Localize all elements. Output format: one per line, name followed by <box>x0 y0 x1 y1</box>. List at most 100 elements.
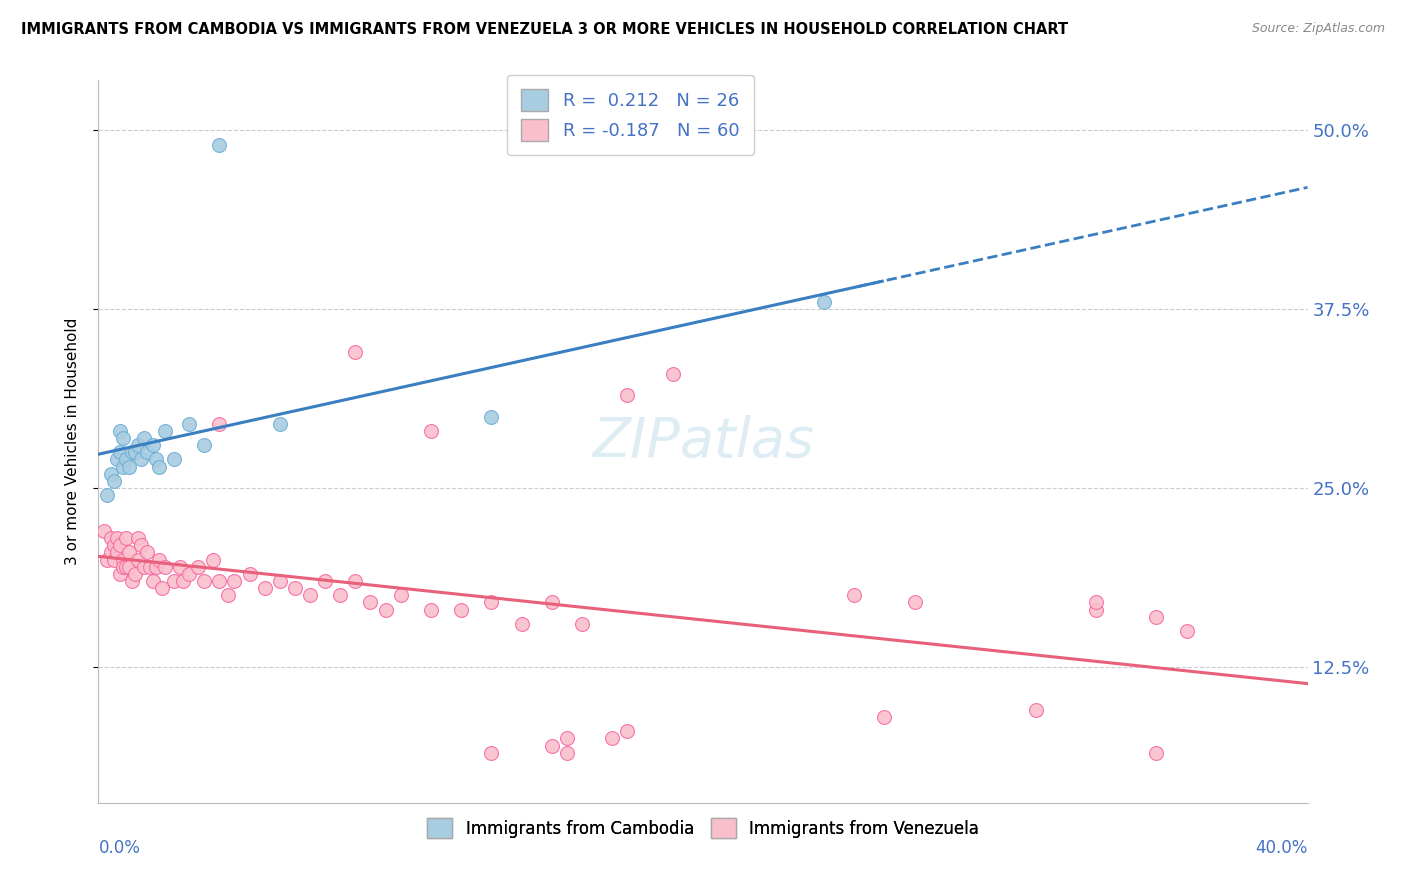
Point <box>103 538 125 552</box>
Point <box>145 559 167 574</box>
Point <box>571 617 593 632</box>
Point <box>540 595 562 609</box>
Point <box>179 566 201 581</box>
Point <box>121 445 143 459</box>
Point <box>153 424 176 438</box>
Point <box>139 559 162 574</box>
Point <box>142 574 165 588</box>
Point <box>616 724 638 739</box>
Point <box>132 559 155 574</box>
Point <box>844 588 866 602</box>
Point <box>344 345 367 359</box>
Point <box>111 552 134 566</box>
Point <box>108 538 131 552</box>
Point <box>129 452 152 467</box>
Point <box>127 438 149 452</box>
Point <box>124 566 146 581</box>
Point <box>169 559 191 574</box>
Point <box>96 488 118 502</box>
Point <box>555 731 578 746</box>
Text: 0.0%: 0.0% <box>98 838 141 857</box>
Point <box>127 531 149 545</box>
Point <box>163 574 186 588</box>
Point <box>111 559 134 574</box>
Point <box>1024 703 1046 717</box>
Point <box>121 574 143 588</box>
Point <box>208 137 231 152</box>
Point <box>114 531 136 545</box>
Text: Source: ZipAtlas.com: Source: ZipAtlas.com <box>1251 22 1385 36</box>
Point <box>172 574 194 588</box>
Point <box>118 559 141 574</box>
Point <box>103 552 125 566</box>
Point <box>420 602 443 616</box>
Y-axis label: 3 or more Vehicles in Household: 3 or more Vehicles in Household <box>65 318 80 566</box>
Point <box>314 574 336 588</box>
Point <box>269 417 291 431</box>
Point <box>208 574 231 588</box>
Point <box>420 424 443 438</box>
Point <box>108 566 131 581</box>
Point <box>132 431 155 445</box>
Point <box>224 574 246 588</box>
Point <box>108 445 131 459</box>
Point <box>187 559 209 574</box>
Text: IMMIGRANTS FROM CAMBODIA VS IMMIGRANTS FROM VENEZUELA 3 OR MORE VEHICLES IN HOUS: IMMIGRANTS FROM CAMBODIA VS IMMIGRANTS F… <box>21 22 1069 37</box>
Point <box>602 731 624 746</box>
Point <box>135 445 157 459</box>
Point <box>481 746 503 760</box>
Point <box>111 431 134 445</box>
Point <box>100 531 122 545</box>
Point <box>135 545 157 559</box>
Point <box>193 574 215 588</box>
Point <box>1144 609 1167 624</box>
Point <box>208 417 231 431</box>
Point <box>253 581 276 595</box>
Point <box>450 602 472 616</box>
Legend: Immigrants from Cambodia, Immigrants from Venezuela: Immigrants from Cambodia, Immigrants fro… <box>420 812 986 845</box>
Point <box>118 459 141 474</box>
Point <box>118 545 141 559</box>
Point <box>127 552 149 566</box>
Point <box>540 739 562 753</box>
Point <box>239 566 262 581</box>
Point <box>1144 746 1167 760</box>
Point <box>179 417 201 431</box>
Point <box>329 588 352 602</box>
Point <box>124 445 146 459</box>
Point <box>217 588 239 602</box>
Point <box>150 581 173 595</box>
Point <box>105 452 128 467</box>
Point <box>616 388 638 402</box>
Point <box>284 581 307 595</box>
Point <box>93 524 115 538</box>
Point <box>111 459 134 474</box>
Point <box>108 424 131 438</box>
Point <box>193 438 215 452</box>
Point <box>105 545 128 559</box>
Point <box>299 588 322 602</box>
Point <box>202 552 225 566</box>
Point <box>374 602 396 616</box>
Point <box>153 559 176 574</box>
Point <box>114 559 136 574</box>
Point <box>148 552 170 566</box>
Point <box>142 438 165 452</box>
Point <box>1085 602 1108 616</box>
Point <box>873 710 896 724</box>
Text: 40.0%: 40.0% <box>1256 838 1308 857</box>
Point <box>1175 624 1198 639</box>
Point <box>100 467 122 481</box>
Point <box>389 588 412 602</box>
Point <box>1085 595 1108 609</box>
Point <box>114 452 136 467</box>
Point <box>481 409 503 424</box>
Text: ZIPatlas: ZIPatlas <box>592 415 814 468</box>
Point <box>661 367 683 381</box>
Point <box>145 452 167 467</box>
Point <box>103 474 125 488</box>
Point <box>360 595 382 609</box>
Point <box>100 545 122 559</box>
Point <box>481 595 503 609</box>
Point <box>105 531 128 545</box>
